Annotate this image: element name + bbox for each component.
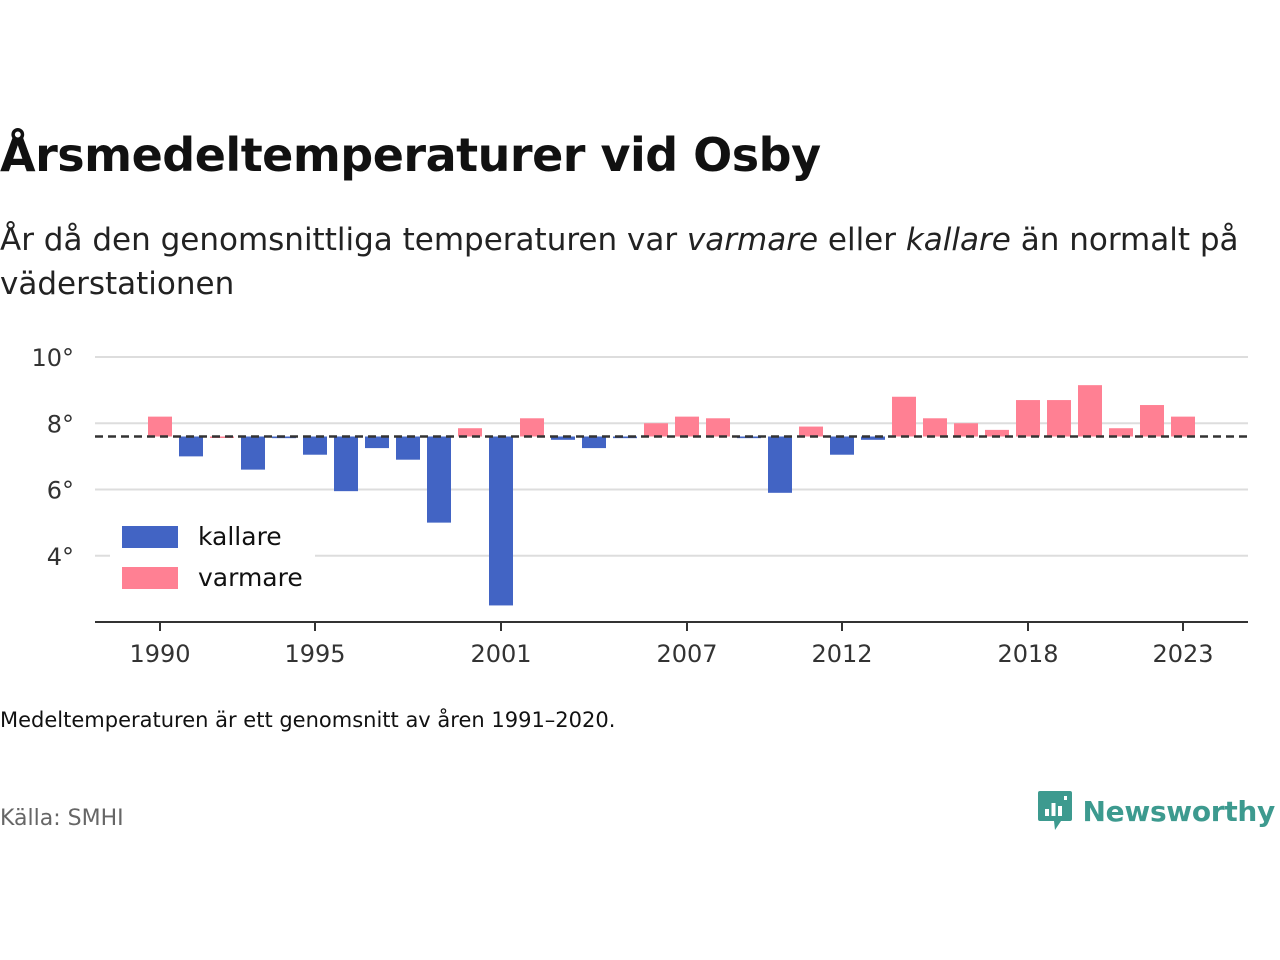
bar-2004	[582, 436, 606, 449]
subtitle-suffix: än normalt på väderstationen	[0, 222, 1239, 302]
bar-1997	[365, 436, 389, 449]
bar-1990	[148, 416, 172, 437]
bar-2015	[923, 418, 947, 437]
y-tick-label: 10°	[31, 344, 74, 372]
bar-2016	[954, 423, 978, 437]
legend-label-colder: kallare	[198, 522, 282, 551]
bar-2018	[1016, 400, 1040, 437]
x-tick-label: 2001	[470, 640, 531, 668]
bar-2013	[861, 436, 885, 440]
bar-2014	[892, 396, 916, 437]
bar-2010	[768, 436, 792, 493]
bar-1998	[396, 436, 420, 460]
legend-swatch-warmer	[122, 567, 178, 589]
x-tick-label: 2023	[1152, 640, 1213, 668]
bar-2023	[1171, 416, 1195, 437]
bar-1992	[210, 436, 234, 438]
bar-2022	[1140, 405, 1164, 437]
bar-2020	[1078, 385, 1102, 437]
bar-2011	[799, 426, 823, 437]
bar-2019	[1047, 400, 1071, 437]
legend-label-warmer: varmare	[198, 563, 303, 592]
y-tick-label: 6°	[47, 477, 74, 505]
bar-2005	[613, 436, 637, 439]
bar-2007	[675, 416, 699, 437]
subtitle-colder-word: kallare	[905, 222, 1011, 258]
y-axis-ticks: 4° 6° 8° 10°	[31, 344, 74, 571]
bar-2017	[985, 429, 1009, 437]
temperature-bar-chart: 4° 6° 8° 10° 1990 1995 2001 2007 2012 2018 2023 k…	[31, 344, 1248, 668]
bar-2012	[830, 436, 854, 455]
x-tick-label: 2018	[997, 640, 1058, 668]
y-tick-label: 4°	[47, 543, 74, 571]
bar-1993	[241, 436, 265, 470]
bar-1999	[427, 436, 451, 523]
legend-swatch-colder	[122, 526, 178, 548]
bar-1996	[334, 436, 358, 492]
y-tick-label: 8°	[47, 410, 74, 438]
bar-2021	[1109, 428, 1133, 437]
bar-1995	[303, 436, 327, 455]
bar-2006	[644, 423, 668, 437]
bars	[148, 385, 1195, 606]
x-tick-label: 1995	[284, 640, 345, 668]
bar-2008	[706, 418, 730, 437]
x-tick-label: 2012	[811, 640, 872, 668]
source-credit: Källa: SMHI	[0, 806, 124, 831]
subtitle-warmer-word: varmare	[686, 222, 819, 258]
brand-name: Newsworthy	[1082, 794, 1276, 828]
bar-2001	[489, 436, 513, 606]
subtitle-prefix: År då den genomsnittliga temperaturen va…	[0, 222, 687, 258]
chart-title: Årsmedeltemperaturer vid Osby	[0, 128, 821, 182]
subtitle-middle: eller	[818, 222, 906, 258]
bar-2002	[520, 418, 544, 437]
x-tick-label: 1990	[129, 640, 190, 668]
bar-2003	[551, 436, 575, 440]
chart-subtitle: År då den genomsnittliga temperaturen va…	[0, 218, 1270, 306]
footnote: Medeltemperaturen är ett genomsnitt av å…	[0, 708, 616, 732]
newsworthy-logo-icon	[1037, 791, 1072, 830]
x-axis: 1990 1995 2001 2007 2012 2018 2023	[95, 621, 1248, 668]
newsworthy-brand: Newsworthy	[1037, 790, 1275, 832]
legend: kallare varmare	[110, 518, 315, 598]
x-tick-label: 2007	[656, 640, 717, 668]
bar-2000	[458, 428, 482, 437]
bar-1991	[179, 436, 203, 457]
